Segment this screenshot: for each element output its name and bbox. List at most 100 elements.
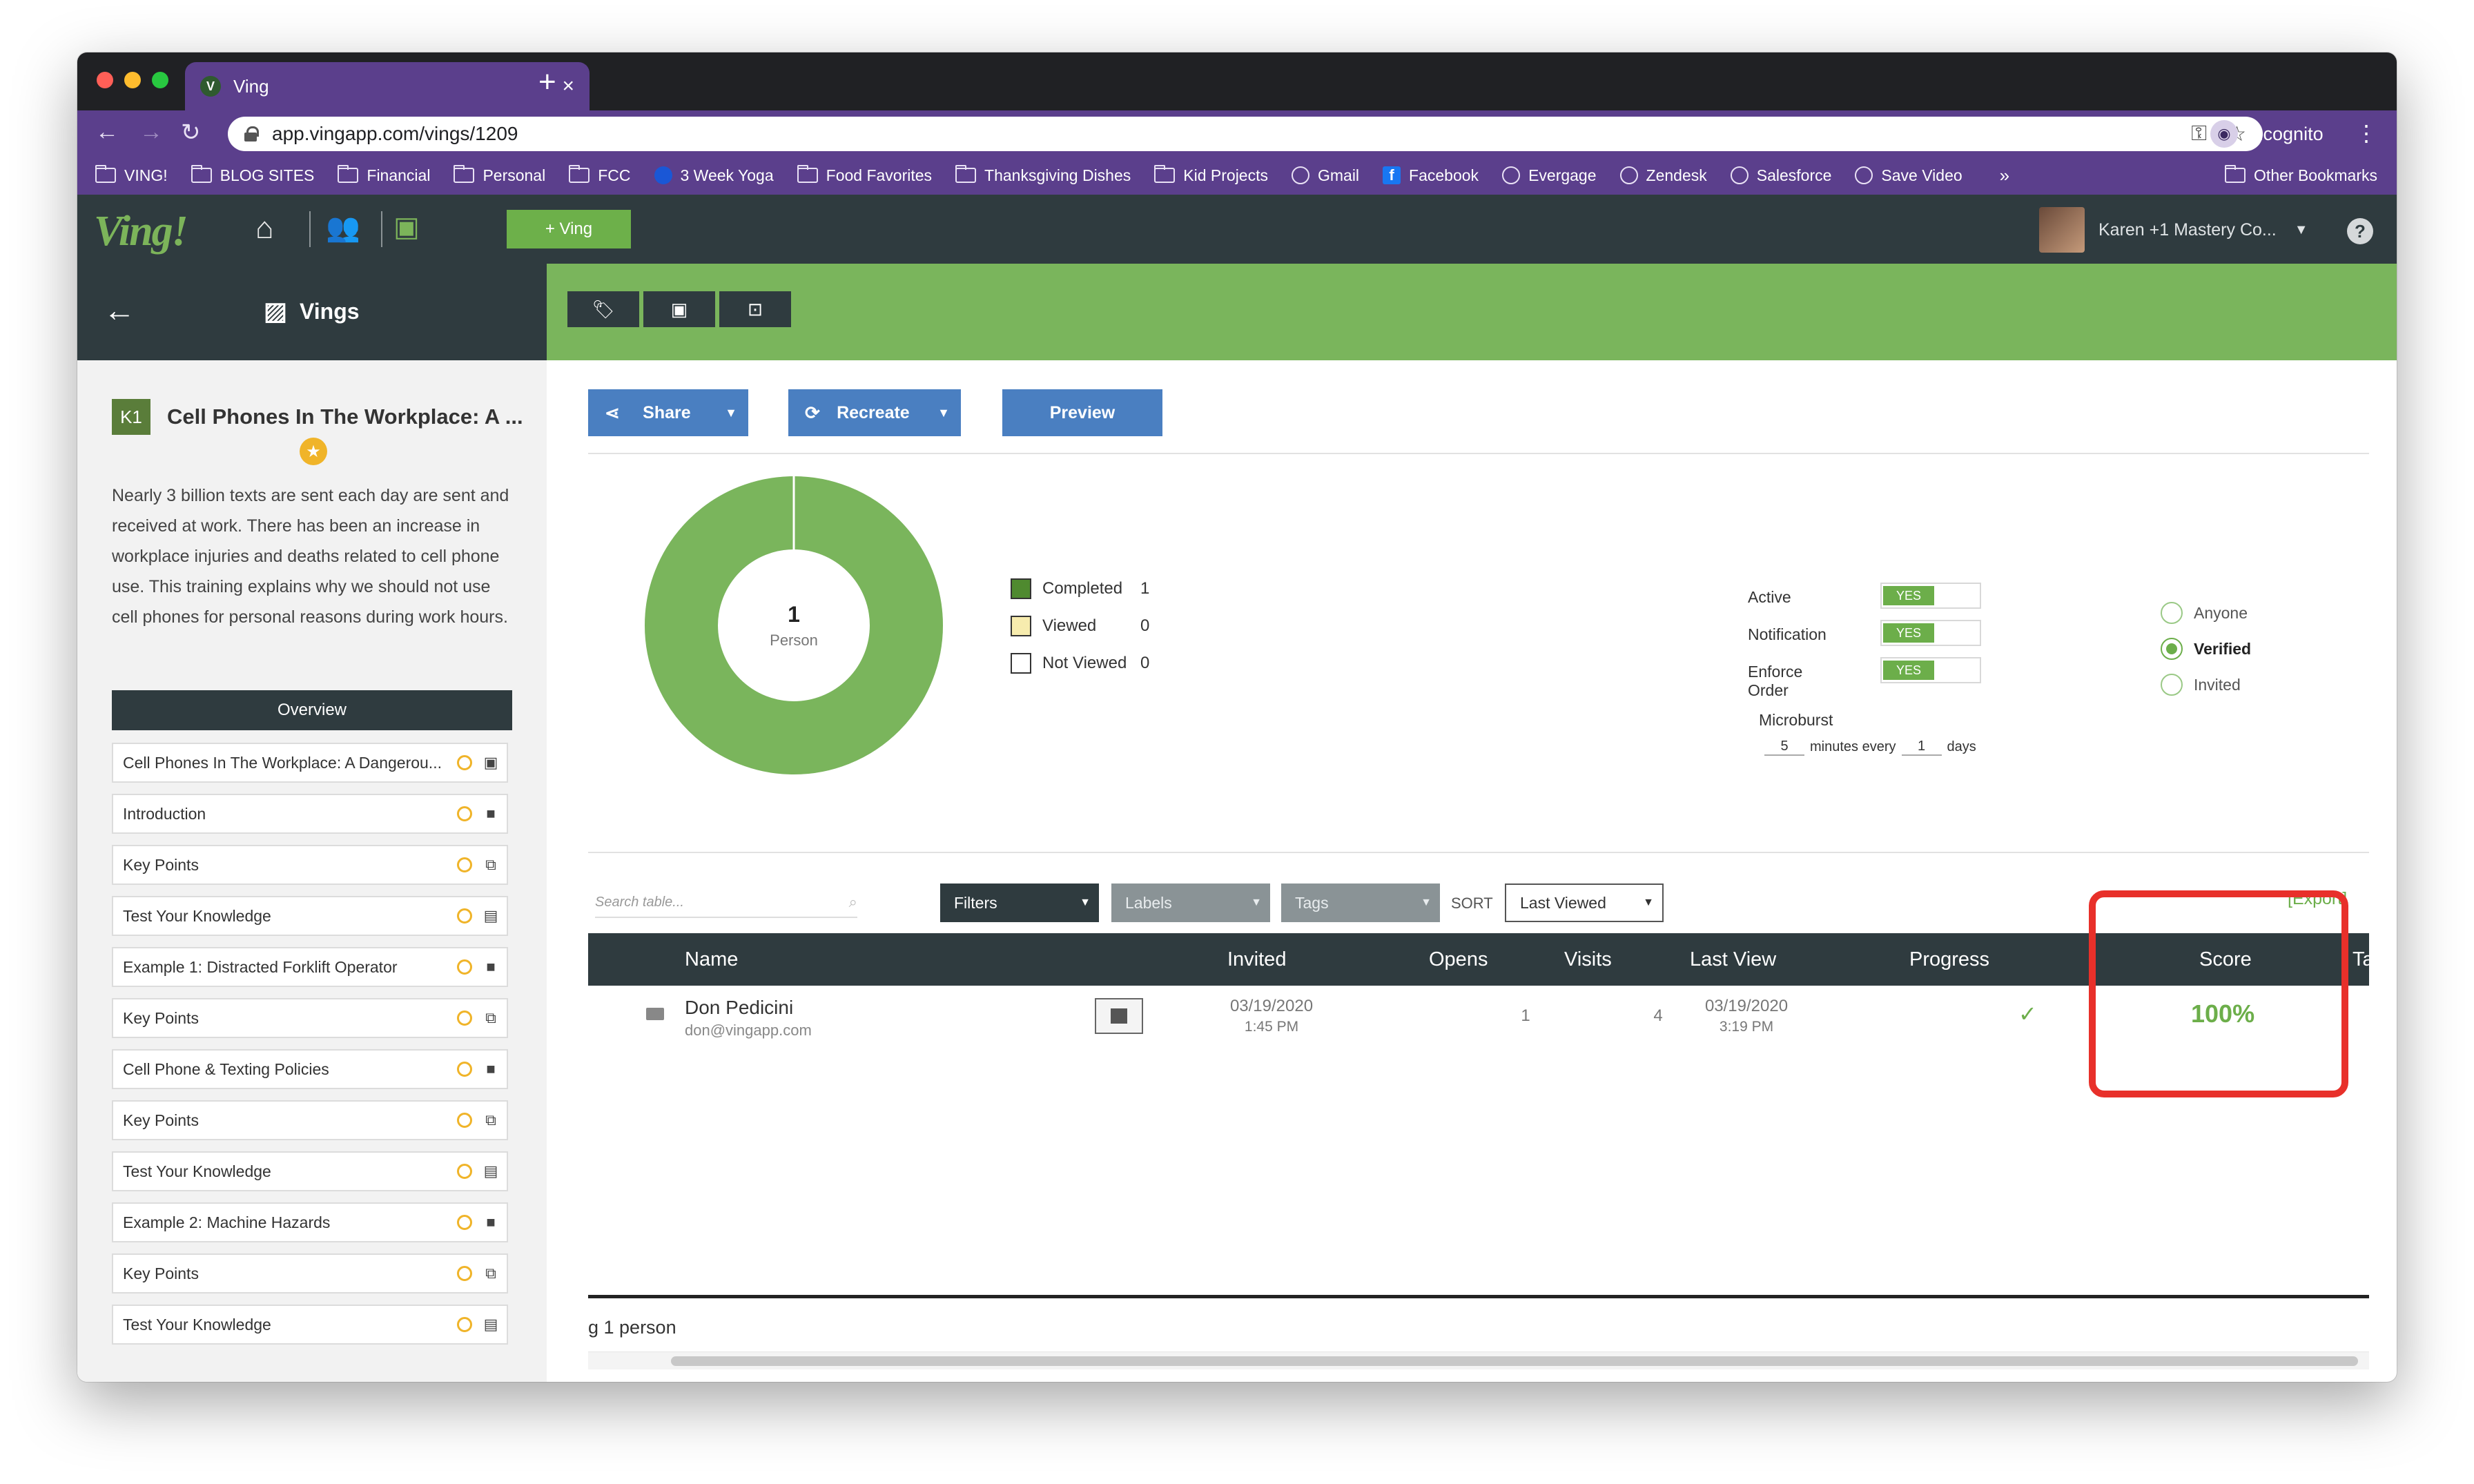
overview-button[interactable]: Overview <box>112 690 512 730</box>
column-score[interactable]: Score <box>2199 948 2252 970</box>
chevron-down-icon[interactable]: ▼ <box>937 405 950 420</box>
help-icon[interactable]: ? <box>2347 218 2373 244</box>
visibility-option[interactable]: Invited <box>2161 667 2251 703</box>
forward-icon[interactable]: → <box>139 119 163 145</box>
folder-icon <box>1154 165 1176 183</box>
share-button[interactable]: ⋖ Share ▼ <box>588 389 748 436</box>
notification-toggle[interactable]: YES <box>1880 620 1981 646</box>
column-visits[interactable]: Visits <box>1564 948 1612 970</box>
close-window-button[interactable] <box>97 72 113 88</box>
sort-dropdown[interactable]: Last Viewed ▼ <box>1505 883 1664 922</box>
visibility-option[interactable]: Verified <box>2161 631 2251 667</box>
bookmark-item[interactable]: Financial <box>338 165 430 185</box>
radio-button[interactable] <box>2161 674 2183 696</box>
back-arrow-icon[interactable]: ← <box>104 292 135 328</box>
slide-item[interactable]: Cell Phone & Texting Policies ■ <box>112 1049 508 1089</box>
bookmark-item[interactable]: FCC <box>569 165 631 185</box>
column-name[interactable]: Name <box>685 948 739 970</box>
search-input[interactable]: Search table... ⌕ <box>595 888 857 918</box>
preview-button[interactable]: Preview <box>1002 389 1162 436</box>
gallery-icon[interactable]: ▣ <box>393 212 420 242</box>
microburst-minutes-input[interactable]: 5 <box>1764 739 1804 756</box>
mail-icon[interactable] <box>646 1008 664 1020</box>
slide-item[interactable]: Introduction ■ <box>112 794 508 834</box>
bookmark-item[interactable]: Save Video <box>1855 166 1962 185</box>
active-toggle[interactable]: YES <box>1880 583 1981 609</box>
bookmark-item[interactable]: Zendesk <box>1619 166 1707 185</box>
back-icon[interactable]: ← <box>95 119 119 145</box>
points-coin-icon <box>457 1317 472 1332</box>
column-tag[interactable]: Tag <box>2353 948 2385 970</box>
share-label: Share <box>643 402 691 422</box>
contact-button[interactable]: ▣ <box>643 291 715 327</box>
address-bar[interactable]: app.vingapp.com/vings/1209 ⚿ ☆ <box>228 117 2263 151</box>
column-opens[interactable]: Opens <box>1429 948 1488 970</box>
add-ving-button[interactable]: + Ving <box>507 210 631 248</box>
archive-button[interactable]: ⊡ <box>719 291 791 327</box>
slide-item[interactable]: Test Your Knowledge ▤ <box>112 896 508 936</box>
tags-dropdown[interactable]: Tags ▼ <box>1281 883 1440 922</box>
bookmark-item[interactable]: Personal <box>454 165 545 185</box>
browser-menu-icon[interactable]: ⋮ <box>2355 121 2377 146</box>
enforce-order-toggle[interactable]: YES <box>1880 657 1981 683</box>
visibility-option[interactable]: Anyone <box>2161 595 2251 631</box>
slide-item[interactable]: Key Points ⧉ <box>112 998 508 1038</box>
person-name[interactable]: Don Pedicini <box>685 997 794 1018</box>
key-icon[interactable]: ⚿ <box>2191 122 2208 145</box>
slide-item[interactable]: Key Points ⧉ <box>112 1253 508 1293</box>
microburst-days-input[interactable]: 1 <box>1901 739 1942 756</box>
tag-button[interactable]: 🏷 <box>567 291 639 327</box>
slide-item[interactable]: Example 1: Distracted Forklift Operator ■ <box>112 947 508 987</box>
maximize-window-button[interactable] <box>152 72 168 88</box>
last-view-date: 03/19/2020 <box>1704 997 1789 1015</box>
stats-button[interactable] <box>1095 998 1143 1034</box>
points-coin-icon <box>457 1266 472 1281</box>
bookmark-item[interactable]: 3 Week Yoga <box>654 166 774 185</box>
slide-item[interactable]: Key Points ⧉ <box>112 845 508 885</box>
bookmark-item[interactable]: Thanksgiving Dishes <box>955 165 1131 185</box>
column-progress[interactable]: Progress <box>1909 948 1990 970</box>
labels-dropdown[interactable]: Labels ▼ <box>1111 883 1270 922</box>
scrollbar-thumb[interactable] <box>671 1356 2358 1366</box>
column-invited[interactable]: Invited <box>1227 948 1287 970</box>
minimize-window-button[interactable] <box>124 72 141 88</box>
search-placeholder: Search table... <box>595 894 684 910</box>
bookmark-item[interactable]: BLOG SITES <box>191 165 314 185</box>
folder-icon <box>191 165 212 183</box>
tab-close-icon[interactable]: × <box>562 75 574 97</box>
toggle-value: YES <box>1883 661 1934 680</box>
incognito-profile[interactable]: ◉ Incognito <box>2210 119 2324 149</box>
bookmark-item[interactable]: Evergage <box>1502 166 1597 185</box>
column-last-view[interactable]: Last View <box>1690 948 1777 970</box>
recreate-button[interactable]: ⟳ Recreate ▼ <box>788 389 961 436</box>
slide-item[interactable]: Example 2: Machine Hazards ■ <box>112 1202 508 1242</box>
other-bookmarks[interactable]: Other Bookmarks <box>2225 165 2377 185</box>
bookmark-item[interactable]: Food Favorites <box>797 165 932 185</box>
radio-button[interactable] <box>2161 638 2183 660</box>
slide-item[interactable]: Test Your Knowledge ▤ <box>112 1151 508 1191</box>
new-tab-icon[interactable]: + <box>538 65 556 99</box>
radio-button[interactable] <box>2161 602 2183 624</box>
horizontal-scrollbar[interactable] <box>588 1351 2369 1369</box>
tab-title: Ving <box>233 75 269 97</box>
tab-strip: V Ving × + <box>77 52 2397 110</box>
bookmark-item[interactable]: Salesforce <box>1730 166 1831 185</box>
more-bookmarks-icon[interactable]: » <box>1999 164 2010 186</box>
reload-icon[interactable]: ↻ <box>181 119 201 146</box>
filters-dropdown[interactable]: Filters ▼ <box>940 883 1099 922</box>
bookmark-item[interactable]: VING! <box>95 165 168 185</box>
browser-tab[interactable]: V Ving × <box>185 62 590 110</box>
ving-logo[interactable]: Ving! <box>94 208 188 255</box>
home-icon[interactable]: ⌂ <box>255 211 274 245</box>
account-menu[interactable]: Karen +1 Mastery Co... ▼ <box>2039 207 2308 253</box>
bookmark-item[interactable]: Kid Projects <box>1154 165 1268 185</box>
people-icon[interactable]: 👥 <box>326 213 360 243</box>
bookmark-item[interactable]: f Facebook <box>1383 166 1479 185</box>
slide-item[interactable]: Test Your Knowledge ▤ <box>112 1305 508 1345</box>
bookmark-item[interactable]: Gmail <box>1291 166 1359 185</box>
table-header: Name Invited Opens Visits Last View Prog… <box>588 933 2385 986</box>
slide-item[interactable]: Cell Phones In The Workplace: A Dangerou… <box>112 743 508 783</box>
slide-item[interactable]: Key Points ⧉ <box>112 1100 508 1140</box>
chevron-down-icon[interactable]: ▼ <box>725 405 737 420</box>
bookmarks-bar: VING! BLOG SITES Financial Personal FCC 3 Wee… <box>77 156 2397 195</box>
